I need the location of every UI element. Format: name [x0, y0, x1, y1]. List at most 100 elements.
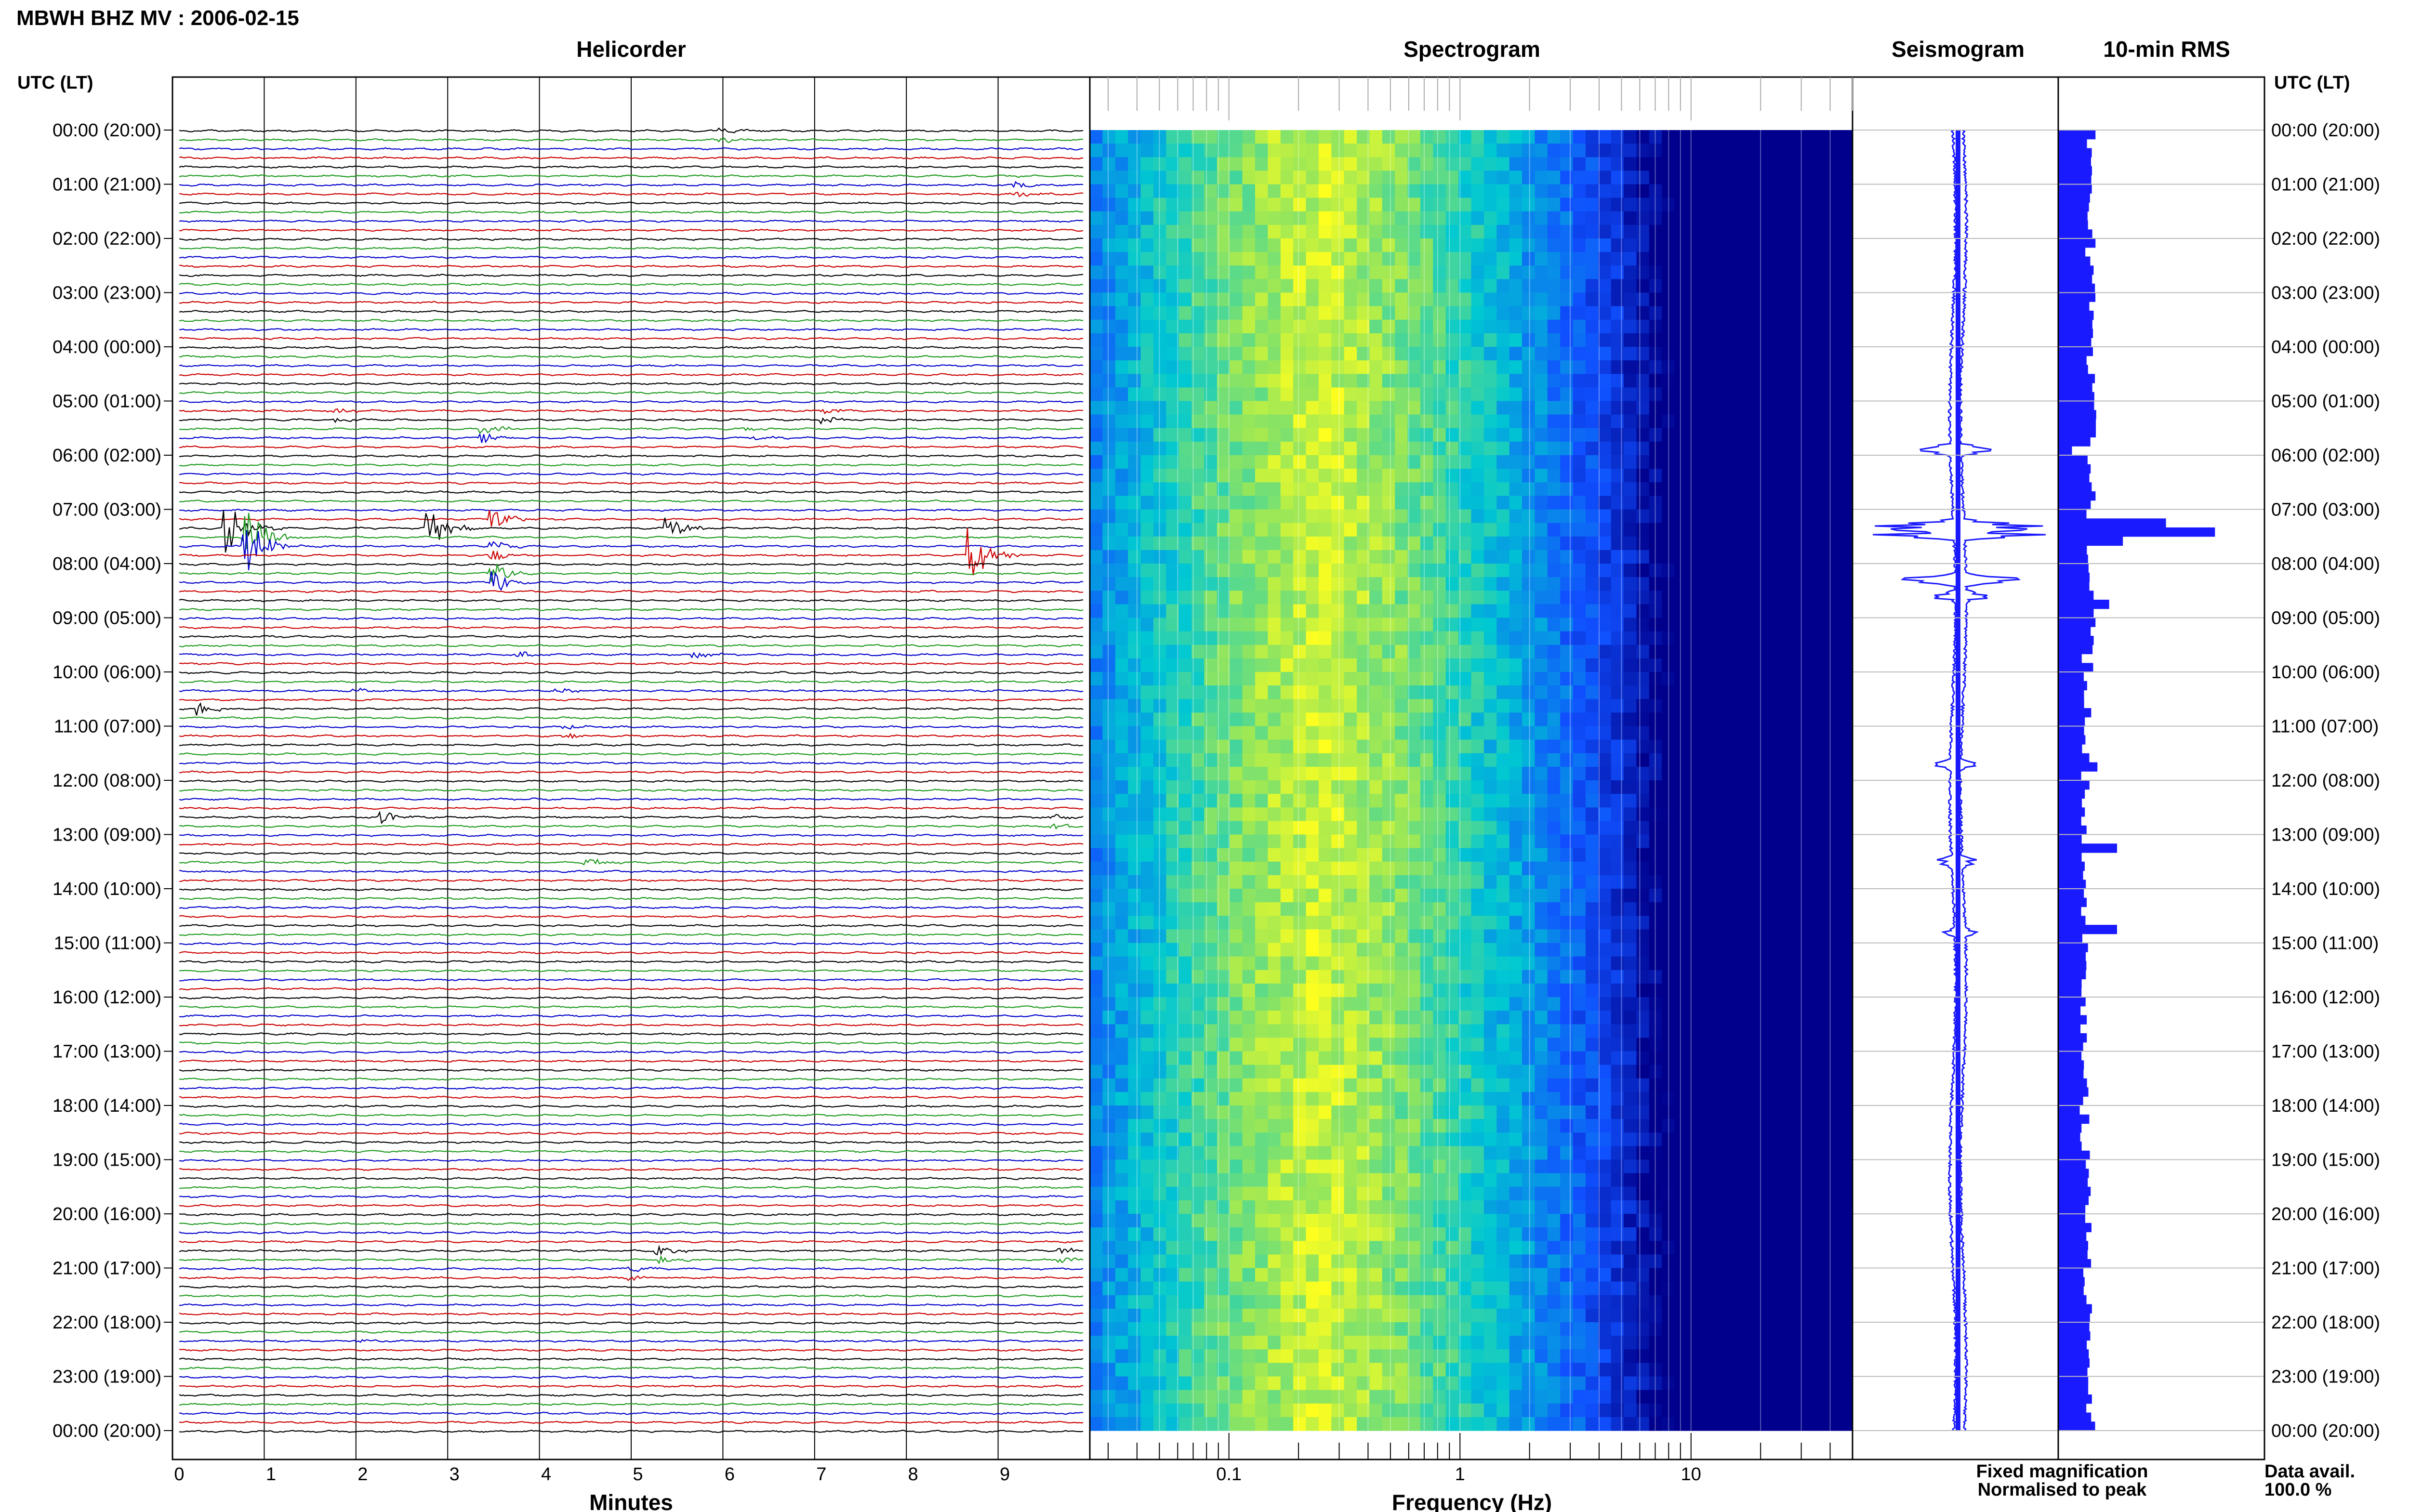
spectrogram-cell [1293, 1146, 1307, 1160]
spectrogram-cell [1318, 374, 1332, 388]
spectrogram-cell [1547, 1214, 1561, 1228]
spectrogram-cell [1280, 916, 1294, 930]
spectrogram-cell [1407, 1011, 1421, 1025]
spectrogram-cell [1293, 536, 1307, 551]
spectrogram-cell [1776, 794, 1789, 808]
spectrogram-cell [1750, 658, 1764, 672]
spectrogram-cell [1725, 265, 1739, 279]
spectrogram-cell [1344, 1024, 1357, 1038]
spectrogram-cell [1102, 130, 1116, 144]
spectrogram-cell [1611, 157, 1624, 171]
spectrogram-cell [1306, 780, 1319, 794]
spectrogram-cell [1344, 171, 1357, 185]
spectrogram-cell [1827, 1065, 1840, 1079]
spectrogram-cell [1573, 1173, 1586, 1187]
spectrogram-cell [1166, 455, 1179, 469]
spectrogram-cell [1102, 712, 1116, 727]
spectrogram-cell [1217, 130, 1230, 144]
spectrogram-cell [1776, 1119, 1789, 1133]
spectrogram-cell [1509, 211, 1522, 225]
spectrogram-cell [1776, 238, 1789, 252]
spectrogram-cell [1585, 794, 1599, 808]
spectrogram-cell [1153, 1254, 1166, 1269]
spectrogram-cell [1789, 496, 1802, 510]
spectrogram-cell [1496, 265, 1510, 279]
spectrogram-cell [1306, 496, 1319, 510]
spectrogram-cell [1712, 265, 1726, 279]
spectrogram-cell [1344, 753, 1357, 767]
spectrogram-cell [1789, 618, 1802, 632]
spectrogram-cell [1140, 550, 1154, 564]
spectrogram-cell [1204, 360, 1218, 374]
spectrogram-cell [1522, 157, 1535, 171]
spectrogram-cell [1090, 916, 1103, 930]
spectrogram-cell [1433, 644, 1446, 659]
spectrogram-cell [1624, 496, 1637, 510]
spectrogram-cell [1763, 157, 1777, 171]
spectrogram-cell [1674, 523, 1688, 537]
spectrogram-cell [1535, 834, 1548, 849]
spectrogram-cell [1496, 889, 1510, 903]
spectrogram-cell [1407, 238, 1421, 252]
spectrogram-cell [1128, 929, 1141, 944]
spectrogram-cell [1331, 171, 1345, 185]
spectrogram-cell [1102, 861, 1116, 876]
spectrogram-cell [1153, 374, 1166, 388]
spectrogram-cell [1153, 1214, 1166, 1228]
spectrogram-cell [1560, 726, 1574, 740]
spectrogram-cell [1738, 875, 1751, 889]
spectrogram-cell [1509, 1214, 1522, 1228]
spectrogram-cell [1166, 1091, 1179, 1106]
spectrogram-cell [1509, 265, 1522, 279]
spectrogram-cell [1636, 347, 1650, 361]
spectrogram-cell [1763, 482, 1777, 496]
spectrogram-cell [1369, 739, 1383, 754]
spectrogram-cell [1801, 577, 1815, 591]
spectrogram-cell [1700, 889, 1713, 903]
spectrogram-cell [1178, 347, 1192, 361]
spectrogram-cell [1407, 902, 1421, 916]
spectrogram-cell [1458, 1078, 1472, 1092]
spectrogram-cell [1776, 306, 1789, 320]
spectrogram-cell [1191, 1146, 1205, 1160]
spectrogram-cell [1662, 591, 1675, 605]
spectrogram-cell [1458, 672, 1472, 686]
spectrogram-cell [1191, 753, 1205, 767]
spectrogram-cell [1306, 997, 1319, 1011]
spectrogram-cell [1407, 591, 1421, 605]
spectrogram-cell [1725, 360, 1739, 374]
spectrogram-cell [1560, 753, 1574, 767]
spectrogram-cell [1611, 848, 1624, 862]
spectrogram-cell [1738, 360, 1751, 374]
spectrogram-cell [1191, 644, 1205, 659]
spectrogram-cell [1280, 794, 1294, 808]
spectrogram-cell [1674, 780, 1688, 794]
spectrogram-cell [1102, 347, 1116, 361]
spectrogram-cell [1840, 414, 1853, 429]
spectrogram-cell [1636, 536, 1650, 551]
spectrogram-cell [1369, 1186, 1383, 1201]
spectrogram-cell [1483, 1038, 1497, 1052]
spectrogram-cell [1827, 1214, 1840, 1228]
spectrogram-cell [1687, 1159, 1700, 1174]
spectrogram-cell [1814, 333, 1827, 347]
spectrogram-cell [1293, 943, 1307, 957]
spectrogram-cell [1662, 604, 1675, 618]
spectrogram-cell [1662, 1146, 1675, 1160]
spectrogram-cell [1102, 739, 1116, 754]
spectrogram-cell [1585, 1186, 1599, 1201]
spectrogram-cell [1535, 577, 1548, 591]
spectrogram-cell [1331, 1241, 1345, 1255]
spectrogram-cell [1255, 889, 1268, 903]
spectrogram-cell [1712, 224, 1726, 239]
spectrogram-cell [1674, 1214, 1688, 1228]
spectrogram-cell [1522, 265, 1535, 279]
spectrogram-cell [1090, 1227, 1103, 1241]
spectrogram-cell [1611, 509, 1624, 524]
spectrogram-cell [1535, 1051, 1548, 1065]
spectrogram-cell [1318, 238, 1332, 252]
spectrogram-cell [1801, 455, 1815, 469]
spectrogram-cell [1369, 1200, 1383, 1214]
spectrogram-cell [1204, 387, 1218, 402]
spectrogram-cell [1306, 441, 1319, 456]
